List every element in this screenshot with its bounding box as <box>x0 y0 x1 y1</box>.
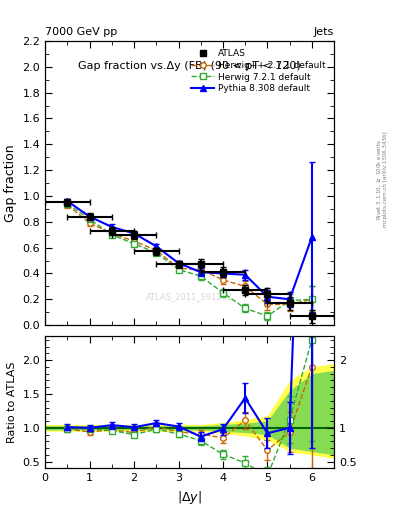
Text: Jets: Jets <box>314 27 334 37</box>
Y-axis label: Gap fraction: Gap fraction <box>4 144 17 222</box>
X-axis label: $|\Delta y|$: $|\Delta y|$ <box>177 489 202 506</box>
Text: mcplots.cern.ch [arXiv:1306.3436]: mcplots.cern.ch [arXiv:1306.3436] <box>383 132 387 227</box>
Text: 7000 GeV pp: 7000 GeV pp <box>45 27 118 37</box>
Text: Gap fraction vs.Δy (FB) (90 < pT < 120): Gap fraction vs.Δy (FB) (90 < pT < 120) <box>78 61 301 71</box>
Text: ATLAS_2011_S91262: ATLAS_2011_S91262 <box>146 292 233 301</box>
Y-axis label: Ratio to ATLAS: Ratio to ATLAS <box>7 361 17 443</box>
Text: Rivet 3.1.10, $\geq$ 100k events: Rivet 3.1.10, $\geq$ 100k events <box>376 139 384 220</box>
Legend: ATLAS, Herwig++ 2.7.1 default, Herwig 7.2.1 default, Pythia 8.308 default: ATLAS, Herwig++ 2.7.1 default, Herwig 7.… <box>187 46 330 97</box>
